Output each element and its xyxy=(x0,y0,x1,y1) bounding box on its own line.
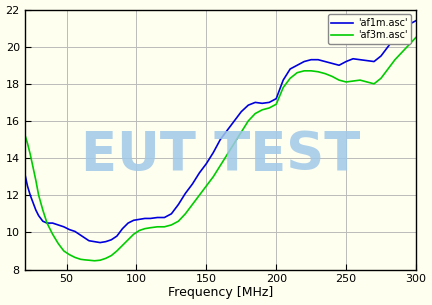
'af3m.asc' xyxy=(114,249,120,253)
Text: EUT TEST: EUT TEST xyxy=(81,129,360,181)
'af1m.asc' xyxy=(413,19,419,23)
'af3m.asc' xyxy=(92,259,97,263)
'af3m.asc' xyxy=(86,258,92,262)
'af3m.asc' xyxy=(22,132,27,136)
Line: 'af1m.asc': 'af1m.asc' xyxy=(25,21,416,242)
'af1m.asc' xyxy=(204,162,209,166)
'af3m.asc' xyxy=(162,225,167,229)
'af1m.asc' xyxy=(399,28,404,32)
'af3m.asc' xyxy=(413,36,419,39)
Legend: 'af1m.asc', 'af3m.asc': 'af1m.asc', 'af3m.asc' xyxy=(327,14,411,44)
'af1m.asc' xyxy=(162,216,167,219)
'af1m.asc' xyxy=(114,234,120,238)
'af3m.asc' xyxy=(357,78,362,82)
'af1m.asc' xyxy=(357,58,362,62)
X-axis label: Frequency [MHz]: Frequency [MHz] xyxy=(168,286,273,300)
'af1m.asc' xyxy=(98,241,103,244)
Line: 'af3m.asc': 'af3m.asc' xyxy=(25,38,416,261)
'af3m.asc' xyxy=(204,184,209,188)
'af3m.asc' xyxy=(399,50,404,54)
'af1m.asc' xyxy=(22,171,27,175)
'af1m.asc' xyxy=(86,239,92,242)
